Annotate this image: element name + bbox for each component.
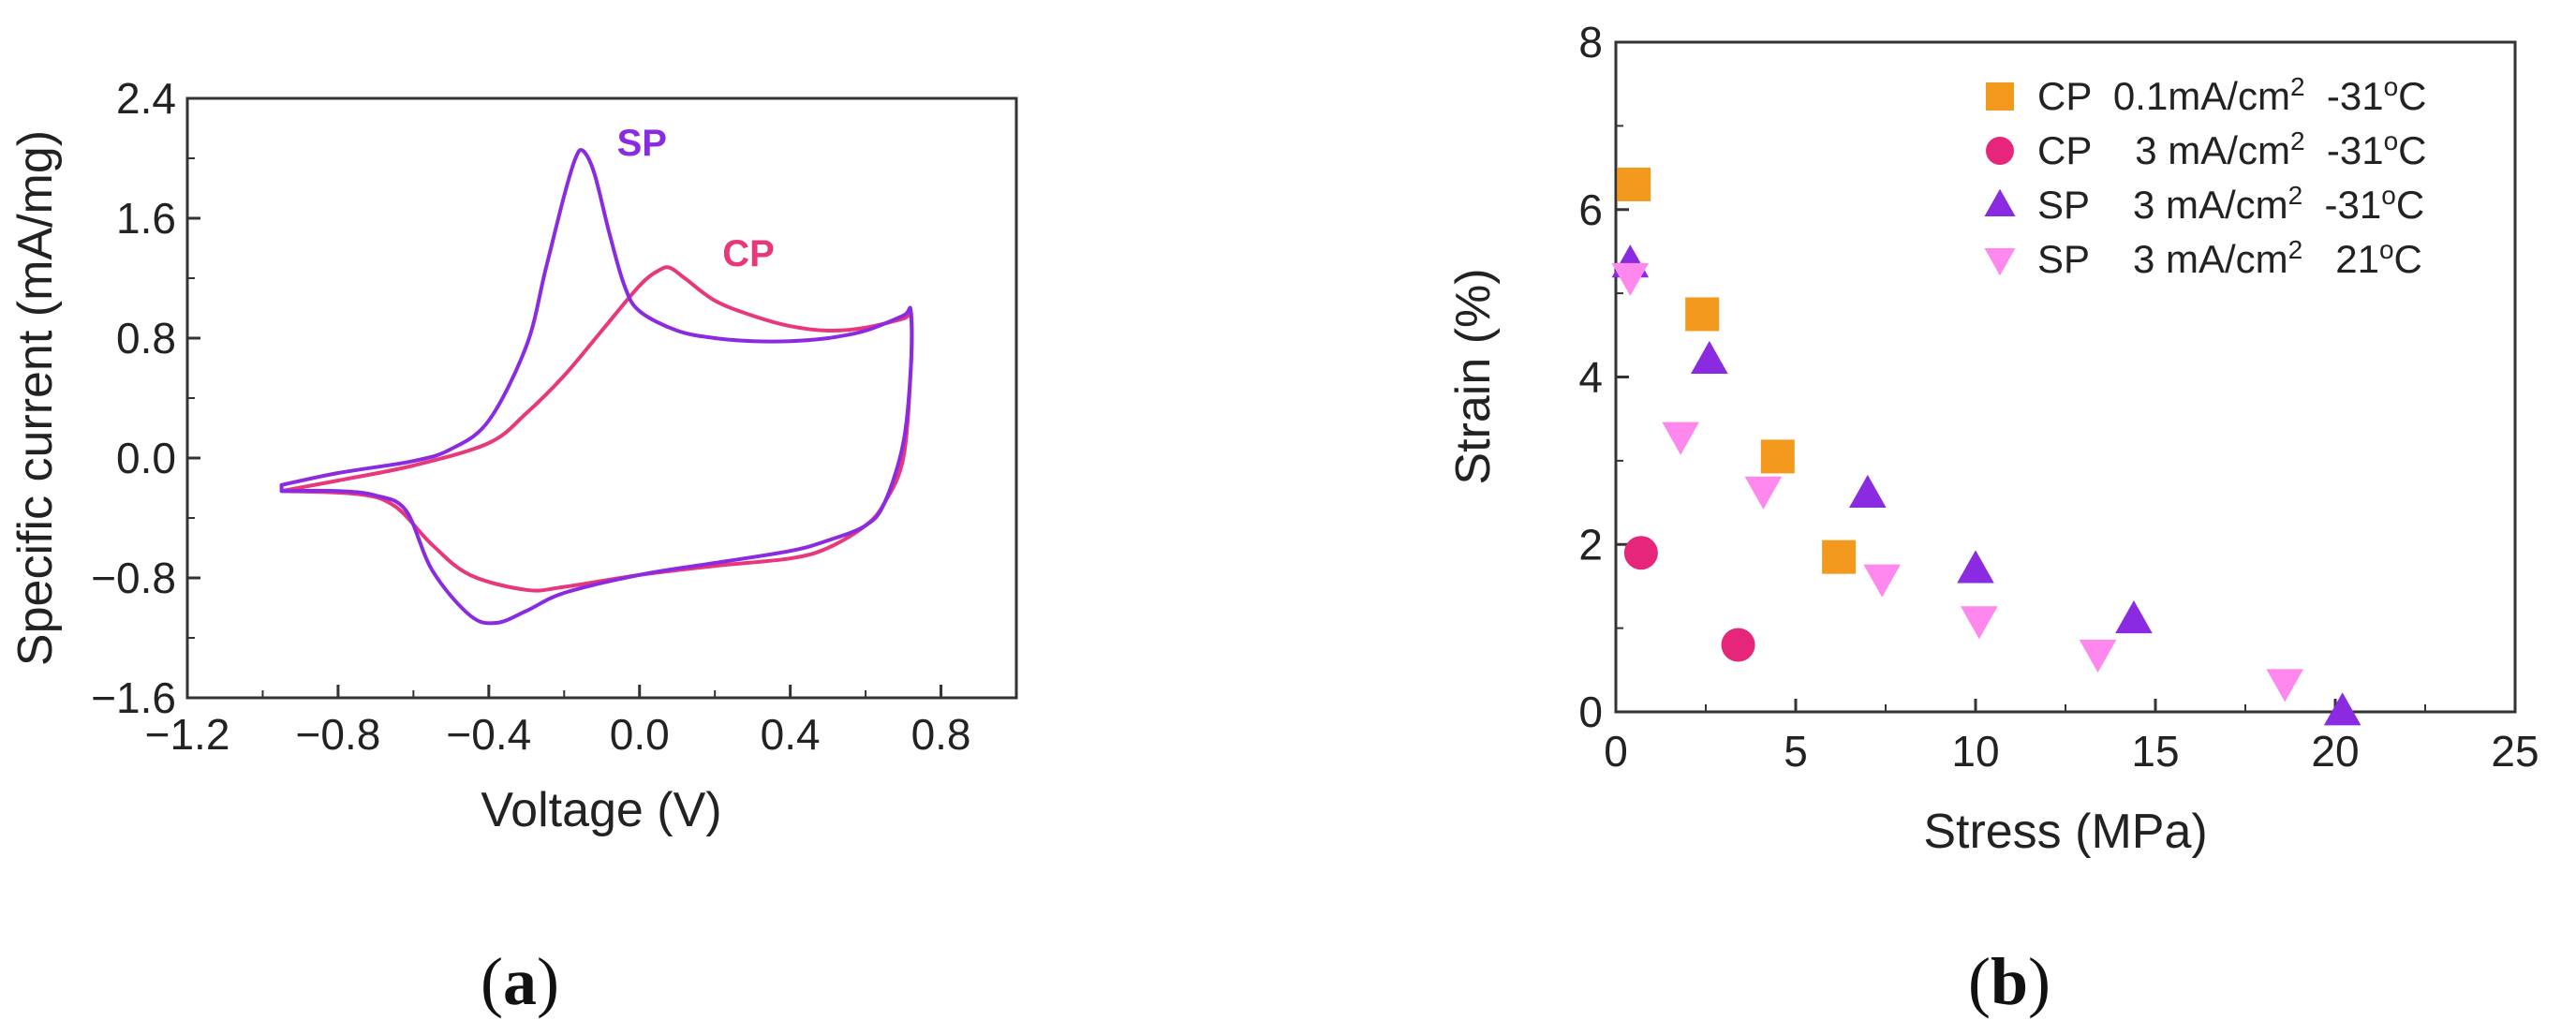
data-point-triangle-down bbox=[2266, 669, 2304, 702]
panel-a-letter: (a) bbox=[481, 944, 559, 1019]
legend-label: CP 3 mA/cm2 -31oC bbox=[2037, 126, 2427, 173]
panel-b-y-tick-label: 4 bbox=[1578, 353, 1603, 402]
data-point-triangle-up bbox=[2323, 692, 2361, 726]
panel-b-x-tick-label: 0 bbox=[1604, 727, 1628, 776]
panel-a-x-tick-label: −1.2 bbox=[145, 710, 230, 759]
data-point-triangle-down bbox=[1744, 476, 1783, 510]
panel-b-series bbox=[1611, 167, 2361, 726]
panel-a-y-tick-label: −0.8 bbox=[91, 554, 176, 602]
panel-a-y-tick-label: 0.8 bbox=[116, 314, 176, 362]
data-point-triangle-down bbox=[2079, 640, 2117, 673]
legend-label: CP 0.1mA/cm2 -31oC bbox=[2037, 72, 2427, 119]
panel-b-x-tick-label: 10 bbox=[1951, 727, 1999, 776]
panel-a-x-tick-label: −0.4 bbox=[446, 710, 531, 759]
panel-a-y-tick-label: 0.0 bbox=[116, 434, 176, 482]
data-point-square bbox=[1617, 167, 1651, 201]
panel-b-y-tick-label: 6 bbox=[1578, 185, 1603, 234]
data-point-triangle-down bbox=[1961, 606, 1998, 640]
panel-b-y-tick-label: 0 bbox=[1578, 688, 1603, 736]
panel-a-x-tick-label: 0.8 bbox=[911, 710, 971, 759]
panel-b-x-tick-label: 5 bbox=[1784, 727, 1808, 776]
data-point-circle bbox=[1623, 536, 1658, 570]
panel-b-chart: 0 5 10 15 20 25 0 2 4 6 8 CP 0.1mA/cm2 -31oC CP 3 m… bbox=[1446, 18, 2539, 1019]
panel-a-x-tick-label: 0.0 bbox=[610, 710, 670, 759]
panel-a-y-tick-label: 2.4 bbox=[116, 74, 176, 123]
panel-b-y-tick-label: 8 bbox=[1578, 18, 1603, 67]
data-point-triangle-up bbox=[2115, 599, 2153, 634]
panel-b-letter: (b) bbox=[1968, 944, 2050, 1019]
curve-label-sp: SP bbox=[617, 123, 667, 164]
legend-marker-triangle-up bbox=[1984, 188, 2016, 216]
panel-a-y-tick-label: 1.6 bbox=[116, 194, 176, 243]
curve-label-cp: CP bbox=[722, 233, 775, 274]
data-point-triangle-up bbox=[1957, 550, 1994, 584]
panel-b-x-tick-label: 20 bbox=[2311, 727, 2359, 776]
panel-b-y-tick-label: 2 bbox=[1578, 520, 1603, 569]
data-point-square bbox=[1760, 439, 1795, 474]
data-point-triangle-down bbox=[1662, 421, 1699, 455]
panel-b-legend: CP 0.1mA/cm2 -31oC CP 3 mA/cm2 -31oC SP 3 … bbox=[1984, 72, 2427, 282]
panel-b-ticks: 0 5 10 15 20 25 0 2 4 6 8 bbox=[1578, 18, 2539, 776]
panel-a-chart: −1.2 −0.8 −0.4 0.0 0.4 0.8 −1.6 −0.8 0.0 0.8 1.6 2.… bbox=[8, 74, 1018, 1019]
legend-label: SP 3 mA/cm2 -31oC bbox=[2037, 181, 2424, 228]
legend-marker-circle bbox=[1986, 137, 2014, 165]
data-point-triangle-up bbox=[1691, 340, 1728, 375]
data-point-triangle-up bbox=[1849, 474, 1887, 509]
data-point-triangle-down bbox=[1863, 564, 1901, 598]
panel-a-plot-frame bbox=[185, 96, 1018, 700]
panel-a-y-tick-label: −1.6 bbox=[91, 673, 176, 722]
panel-a-series bbox=[279, 148, 914, 626]
panel-a-x-tick-label: 0.4 bbox=[761, 710, 821, 759]
panel-a-x-tick-label: −0.8 bbox=[296, 710, 381, 759]
legend-label: SP 3 mA/cm2 21oC bbox=[2037, 235, 2422, 282]
data-point-square bbox=[1685, 297, 1720, 332]
data-point-circle bbox=[1721, 628, 1755, 662]
panel-b-x-tick-label: 25 bbox=[2491, 727, 2539, 776]
legend-marker-square bbox=[1986, 82, 2014, 111]
panel-a-ticks: −1.2 −0.8 −0.4 0.0 0.4 0.8 −1.6 −0.8 0.0 0.8 1.6 2.… bbox=[91, 74, 970, 759]
data-point-square bbox=[1822, 540, 1857, 574]
panel-a-y-axis-label: Specific current (mA/mg) bbox=[8, 130, 63, 666]
panel-b-x-tick-label: 15 bbox=[2131, 727, 2179, 776]
curve-sp bbox=[279, 148, 914, 626]
curve-cp bbox=[279, 265, 914, 593]
legend-marker-triangle-down bbox=[1984, 248, 2016, 276]
panel-b-x-axis-label: Stress (MPa) bbox=[1923, 805, 2207, 859]
data-point-triangle-down bbox=[1611, 262, 1650, 296]
panel-b-y-axis-label: Strain (%) bbox=[1446, 268, 1501, 484]
panel-a-x-axis-label: Voltage (V) bbox=[481, 783, 721, 837]
panel-a-annotations: SP CP bbox=[617, 123, 775, 274]
